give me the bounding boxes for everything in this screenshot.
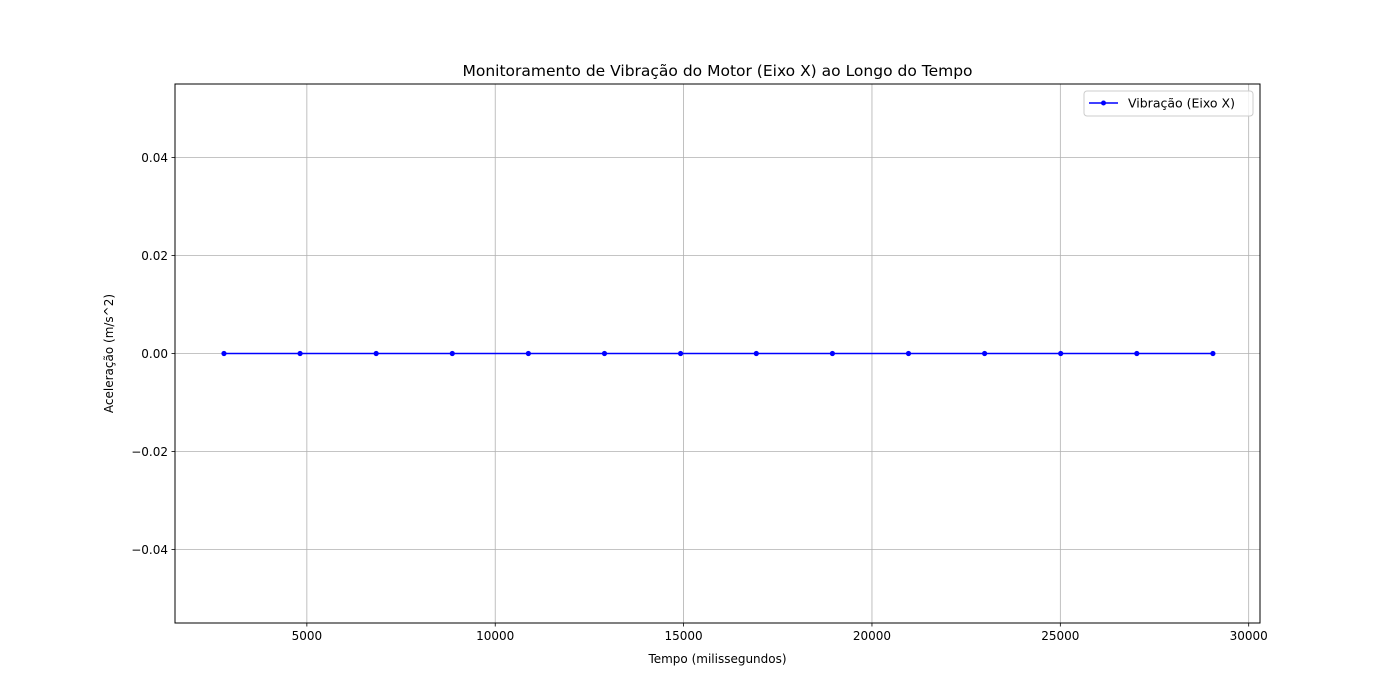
data-point xyxy=(525,350,531,357)
x-tick-label: 20000 xyxy=(853,629,891,643)
data-point xyxy=(1134,350,1140,357)
data-point xyxy=(601,350,608,357)
legend: Vibração (Eixo X) xyxy=(1083,90,1254,117)
x-tick-label: 15000 xyxy=(665,629,703,643)
y-tick-label: 0.04 xyxy=(141,151,168,165)
data-point xyxy=(1058,350,1064,357)
x-tick-label: 30000 xyxy=(1230,629,1268,643)
y-tick-label: −0.02 xyxy=(131,445,168,459)
x-tick-label: 25000 xyxy=(1041,629,1079,643)
data-point xyxy=(753,350,759,357)
chart-title: Monitoramento de Vibração do Motor (Eixo… xyxy=(462,62,972,80)
x-tick-label: 10000 xyxy=(476,629,514,643)
x-tick-label: 5000 xyxy=(292,629,323,643)
data-point xyxy=(677,350,684,357)
data-point xyxy=(829,350,836,357)
data-point xyxy=(1210,350,1216,357)
y-tick-label: 0.00 xyxy=(141,347,168,361)
x-axis-label: Tempo (milissegundos) xyxy=(647,652,786,666)
data-point xyxy=(373,350,379,357)
legend-marker-swatch xyxy=(1101,100,1106,106)
data-point xyxy=(449,350,455,357)
y-tick-label: −0.04 xyxy=(131,543,168,557)
axis-ticks: 5000 10000 15000 20000 25000 30000 0.04 0.02 0.0… xyxy=(131,151,1268,643)
data-point xyxy=(982,350,988,357)
legend-entry-label: Vibração (Eixo X) xyxy=(1128,96,1235,111)
data-point xyxy=(221,350,227,357)
y-tick-label: 0.02 xyxy=(141,249,168,263)
data-point xyxy=(905,350,912,357)
legend-box xyxy=(1083,90,1254,117)
series-layer xyxy=(221,350,1216,357)
data-point xyxy=(297,350,303,357)
y-axis-label: Aceleração (m/s^2) xyxy=(102,294,116,413)
